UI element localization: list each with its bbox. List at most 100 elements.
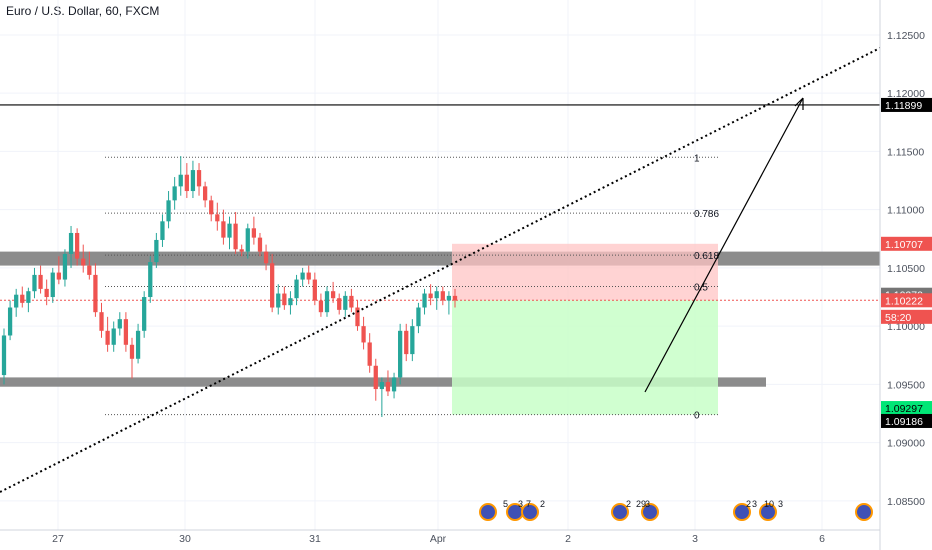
candle-body (117, 319, 122, 329)
calendar-event-icon[interactable] (479, 503, 497, 521)
price-label-text: 58:20 (885, 312, 911, 324)
calendar-event-icon[interactable] (855, 503, 873, 521)
candle-body (93, 274, 98, 313)
candle-body (7, 307, 13, 336)
price-label-tag (881, 309, 932, 324)
candle-body (148, 262, 153, 298)
price-axis-tick: 1.10000 (887, 321, 925, 333)
time-axis-tick: 27 (52, 533, 64, 545)
price-label-tag (881, 401, 932, 416)
candle-body (263, 251, 269, 264)
price-label-text: 1.11899 (885, 100, 922, 112)
candle-body (416, 307, 421, 327)
candle-body (270, 263, 275, 308)
candle-body (422, 293, 427, 308)
candle-body (129, 344, 135, 359)
event-count-label: 3 (752, 499, 757, 509)
candle-body (385, 382, 391, 392)
candle-body (446, 295, 452, 301)
candle-body (361, 326, 366, 343)
fib-level-label: 0 (694, 411, 700, 422)
candle-body (135, 330, 141, 359)
event-count-label: 3 (518, 499, 523, 509)
candle-body (434, 291, 439, 299)
arrow-head-icon (794, 97, 804, 110)
calendar-event-icon[interactable] (641, 503, 659, 521)
price-label-text: 1.09186 (885, 416, 923, 428)
candle-body (452, 295, 458, 301)
candle-body (300, 272, 305, 280)
candle-body (306, 272, 311, 280)
candle-body (87, 265, 92, 275)
candle-body (111, 328, 116, 345)
event-count-label: 5 (503, 499, 508, 509)
candle-body (324, 291, 330, 313)
candle-body (172, 186, 177, 201)
candle-body (123, 319, 129, 345)
sr-zone[interactable] (0, 377, 766, 387)
calendar-event-icon[interactable] (733, 503, 751, 521)
candle-body (62, 253, 68, 280)
candle-body (99, 312, 104, 331)
calendar-event-icon[interactable] (759, 503, 777, 521)
event-count-label: 10 (764, 499, 774, 509)
candle-body (349, 295, 354, 308)
candle-body (190, 170, 196, 192)
candle-body (202, 186, 208, 201)
candle-body (239, 249, 244, 252)
candle-body (209, 200, 214, 215)
candle-body (251, 228, 257, 238)
candle-body (196, 170, 202, 187)
price-label-text: 1.10707 (885, 239, 923, 251)
candle-body (68, 232, 74, 254)
candle-body (166, 200, 171, 222)
event-count-label: 2 (540, 499, 545, 509)
candle-body (373, 365, 378, 390)
candle-body (330, 291, 336, 299)
candle-body (391, 377, 397, 392)
candle-body (14, 294, 19, 308)
candle-body (312, 279, 317, 301)
candle-body (227, 223, 232, 238)
price-label-tag (881, 413, 932, 428)
candle-body (81, 258, 86, 266)
trend-line[interactable] (0, 47, 881, 493)
candle-body (233, 223, 238, 250)
price-axis-tick: 1.12500 (887, 30, 925, 42)
candle-body (337, 298, 342, 310)
price-label-tag (881, 293, 932, 308)
fib-level-label: 0.786 (694, 209, 719, 220)
event-count-label: 2 (626, 499, 631, 509)
time-axis-tick: 3 (692, 533, 698, 545)
calendar-event-icon[interactable] (521, 503, 539, 521)
candle-body (245, 228, 250, 252)
projection-arrow-line[interactable] (644, 97, 804, 393)
candle-body (184, 174, 189, 192)
candle-body (257, 237, 263, 252)
price-label-text: 1.10222 (885, 295, 923, 307)
fib-level-label: 1 (694, 153, 700, 164)
calendar-event-icon[interactable] (611, 503, 629, 521)
chart-title: Euro / U.S. Dollar, 60, FXCM (6, 4, 160, 18)
price-axis-tick: 1.11000 (887, 205, 924, 217)
candle-body (160, 221, 165, 240)
price-label-tag (881, 236, 932, 251)
price-axis-tick: 1.09500 (887, 379, 925, 391)
event-count-label: 29 (636, 499, 646, 509)
candle-body (178, 174, 183, 187)
time-axis-tick: 6 (819, 533, 825, 545)
position-stop-zone[interactable] (452, 243, 718, 301)
candle-body (318, 300, 324, 313)
candle-body (367, 342, 372, 366)
price-axis-tick: 1.11500 (887, 146, 924, 158)
position-target-zone[interactable] (452, 300, 718, 415)
event-count-label: 2 (746, 499, 751, 509)
candle-body (343, 295, 348, 310)
candle-body (398, 330, 403, 378)
price-axis-tick: 1.10500 (887, 263, 925, 275)
candle-body (221, 221, 226, 238)
time-axis-tick: 31 (309, 533, 321, 545)
sr-zone[interactable] (0, 251, 880, 266)
